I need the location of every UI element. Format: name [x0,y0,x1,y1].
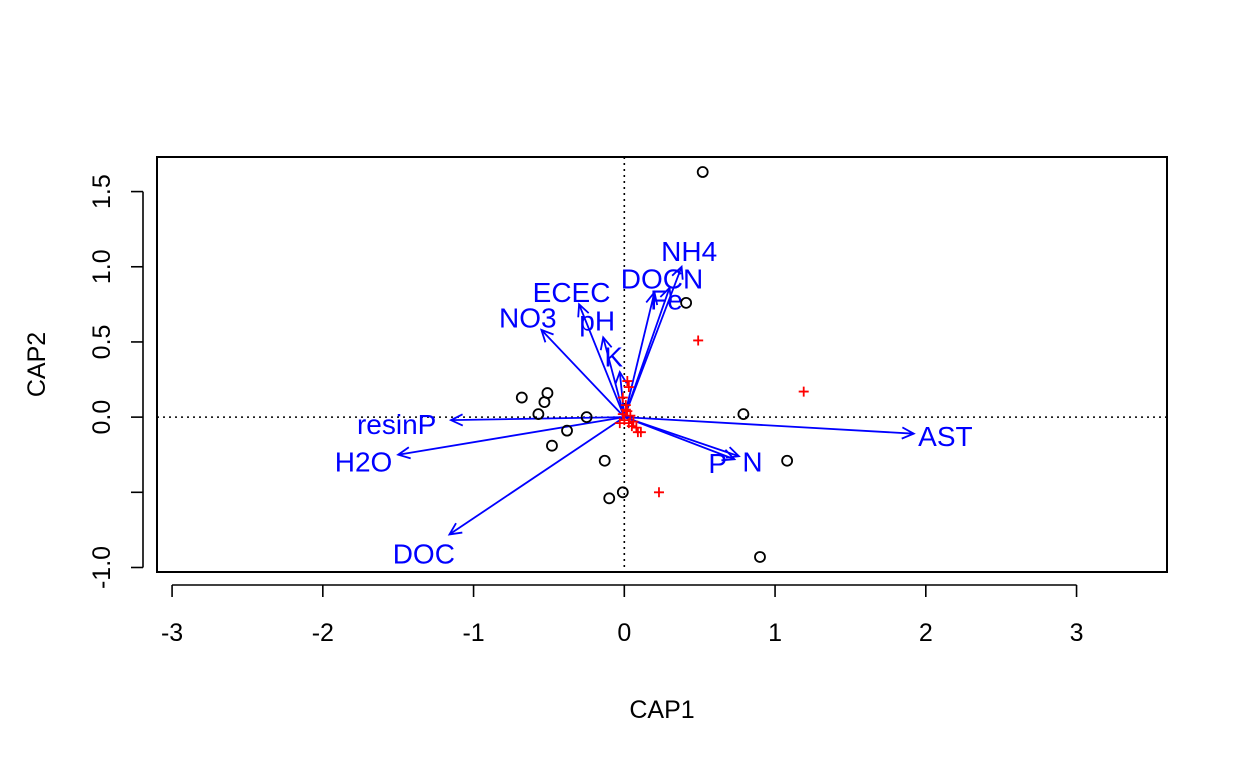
x-tick-label: -3 [161,619,183,647]
species-point [626,421,637,432]
site-point [598,454,611,467]
x-tick-label: 1 [768,619,782,647]
vector-label: P [708,448,727,479]
vector-arrow-line [602,337,626,418]
vector-label: DOCN [621,263,703,294]
vector-label: pH [579,305,615,336]
vector-arrow-line [448,416,625,536]
vector-fe: Fe [623,284,683,418]
vector-arrow-head [577,302,590,318]
species-point [620,404,631,415]
species-point [617,392,628,403]
site-point [603,492,616,505]
vector-arrow-line [624,416,914,435]
vector-label: N [742,447,762,478]
vector-label: NH4 [661,236,717,267]
vector-arrow-line [540,329,625,418]
vector-label: NO3 [499,302,557,333]
vector-label: K [604,341,623,372]
vector-label: AST [918,421,972,452]
vector-arrow-head [671,264,684,280]
site-point [546,439,558,452]
x-tick-label: -2 [312,619,334,647]
x-axis: -3 -2 -1 0 1 2 3 [161,584,1084,647]
species-point [693,335,704,346]
vector-arrow-head [659,285,672,301]
vector-arrow-line [623,287,671,418]
species-point [623,382,634,393]
y-axis: -1.0 0.0 0.5 1.0 1.5 [88,174,144,589]
vector-label: DOC [393,538,455,569]
vector-arrow-head [396,446,411,460]
y-tick-label: 0.5 [88,325,116,360]
species-point [628,416,639,427]
site-point [696,166,709,178]
species-point [653,487,664,498]
vector-ast: AST [624,416,973,452]
reference-lines [157,157,1167,572]
site-point [561,424,573,437]
vector-label: resinP [357,409,436,440]
vector-arrow-line [623,292,656,418]
vector-n: N [624,416,763,478]
vector-arrow-line [398,416,625,456]
vector-arrow-head [599,335,613,351]
species-point [631,422,642,433]
species-point [798,386,809,397]
species-point [625,410,636,421]
vector-arrow-head [447,522,463,536]
species-point [622,376,633,387]
vector-h2o: H2O [335,416,625,478]
vector-doc: DOC [393,416,625,569]
species-point [635,427,646,438]
vector-label: H2O [335,447,393,478]
vector-label: Fe [650,284,683,315]
x-tick-label: -1 [462,619,484,647]
vector-label: ECEC [533,277,611,308]
x-tick-label: 3 [1070,619,1084,647]
vector-arrow-head [448,413,464,427]
species-point [614,418,625,429]
x-tick-label: 0 [617,619,631,647]
site-point [754,551,766,563]
y-tick-label: 1.5 [88,174,116,209]
vector-arrow-head [645,290,659,306]
vector-arrow-head [539,328,554,343]
y-tick-label: -1.0 [88,546,116,589]
y-tick-label: 1.0 [88,249,116,284]
site-point [737,408,750,421]
site-point [616,486,629,499]
plot-frame [156,156,1168,573]
vector-arrow-head [901,426,916,440]
vector-arrow-head [614,369,628,385]
vector-docn: DOCN [621,263,703,418]
species-points [614,335,809,498]
site-point [538,396,551,408]
vector-arrow-line [624,416,740,458]
vector-ph: pH [579,305,626,418]
x-tick-label: 2 [919,619,933,647]
site-point [580,411,593,424]
site-points [515,166,794,563]
y-tick-label: 0.0 [88,400,116,435]
x-axis-label: CAP1 [629,696,694,724]
vector-ecec: ECEC [533,277,626,418]
site-point [532,408,545,421]
vector-arrow-head [725,446,741,459]
y-axis-label: CAP2 [23,332,51,397]
site-point [680,296,693,309]
site-point [781,454,794,467]
site-point [515,391,528,404]
vector-no3: NO3 [499,302,625,418]
vector-arrow-line [578,304,626,418]
